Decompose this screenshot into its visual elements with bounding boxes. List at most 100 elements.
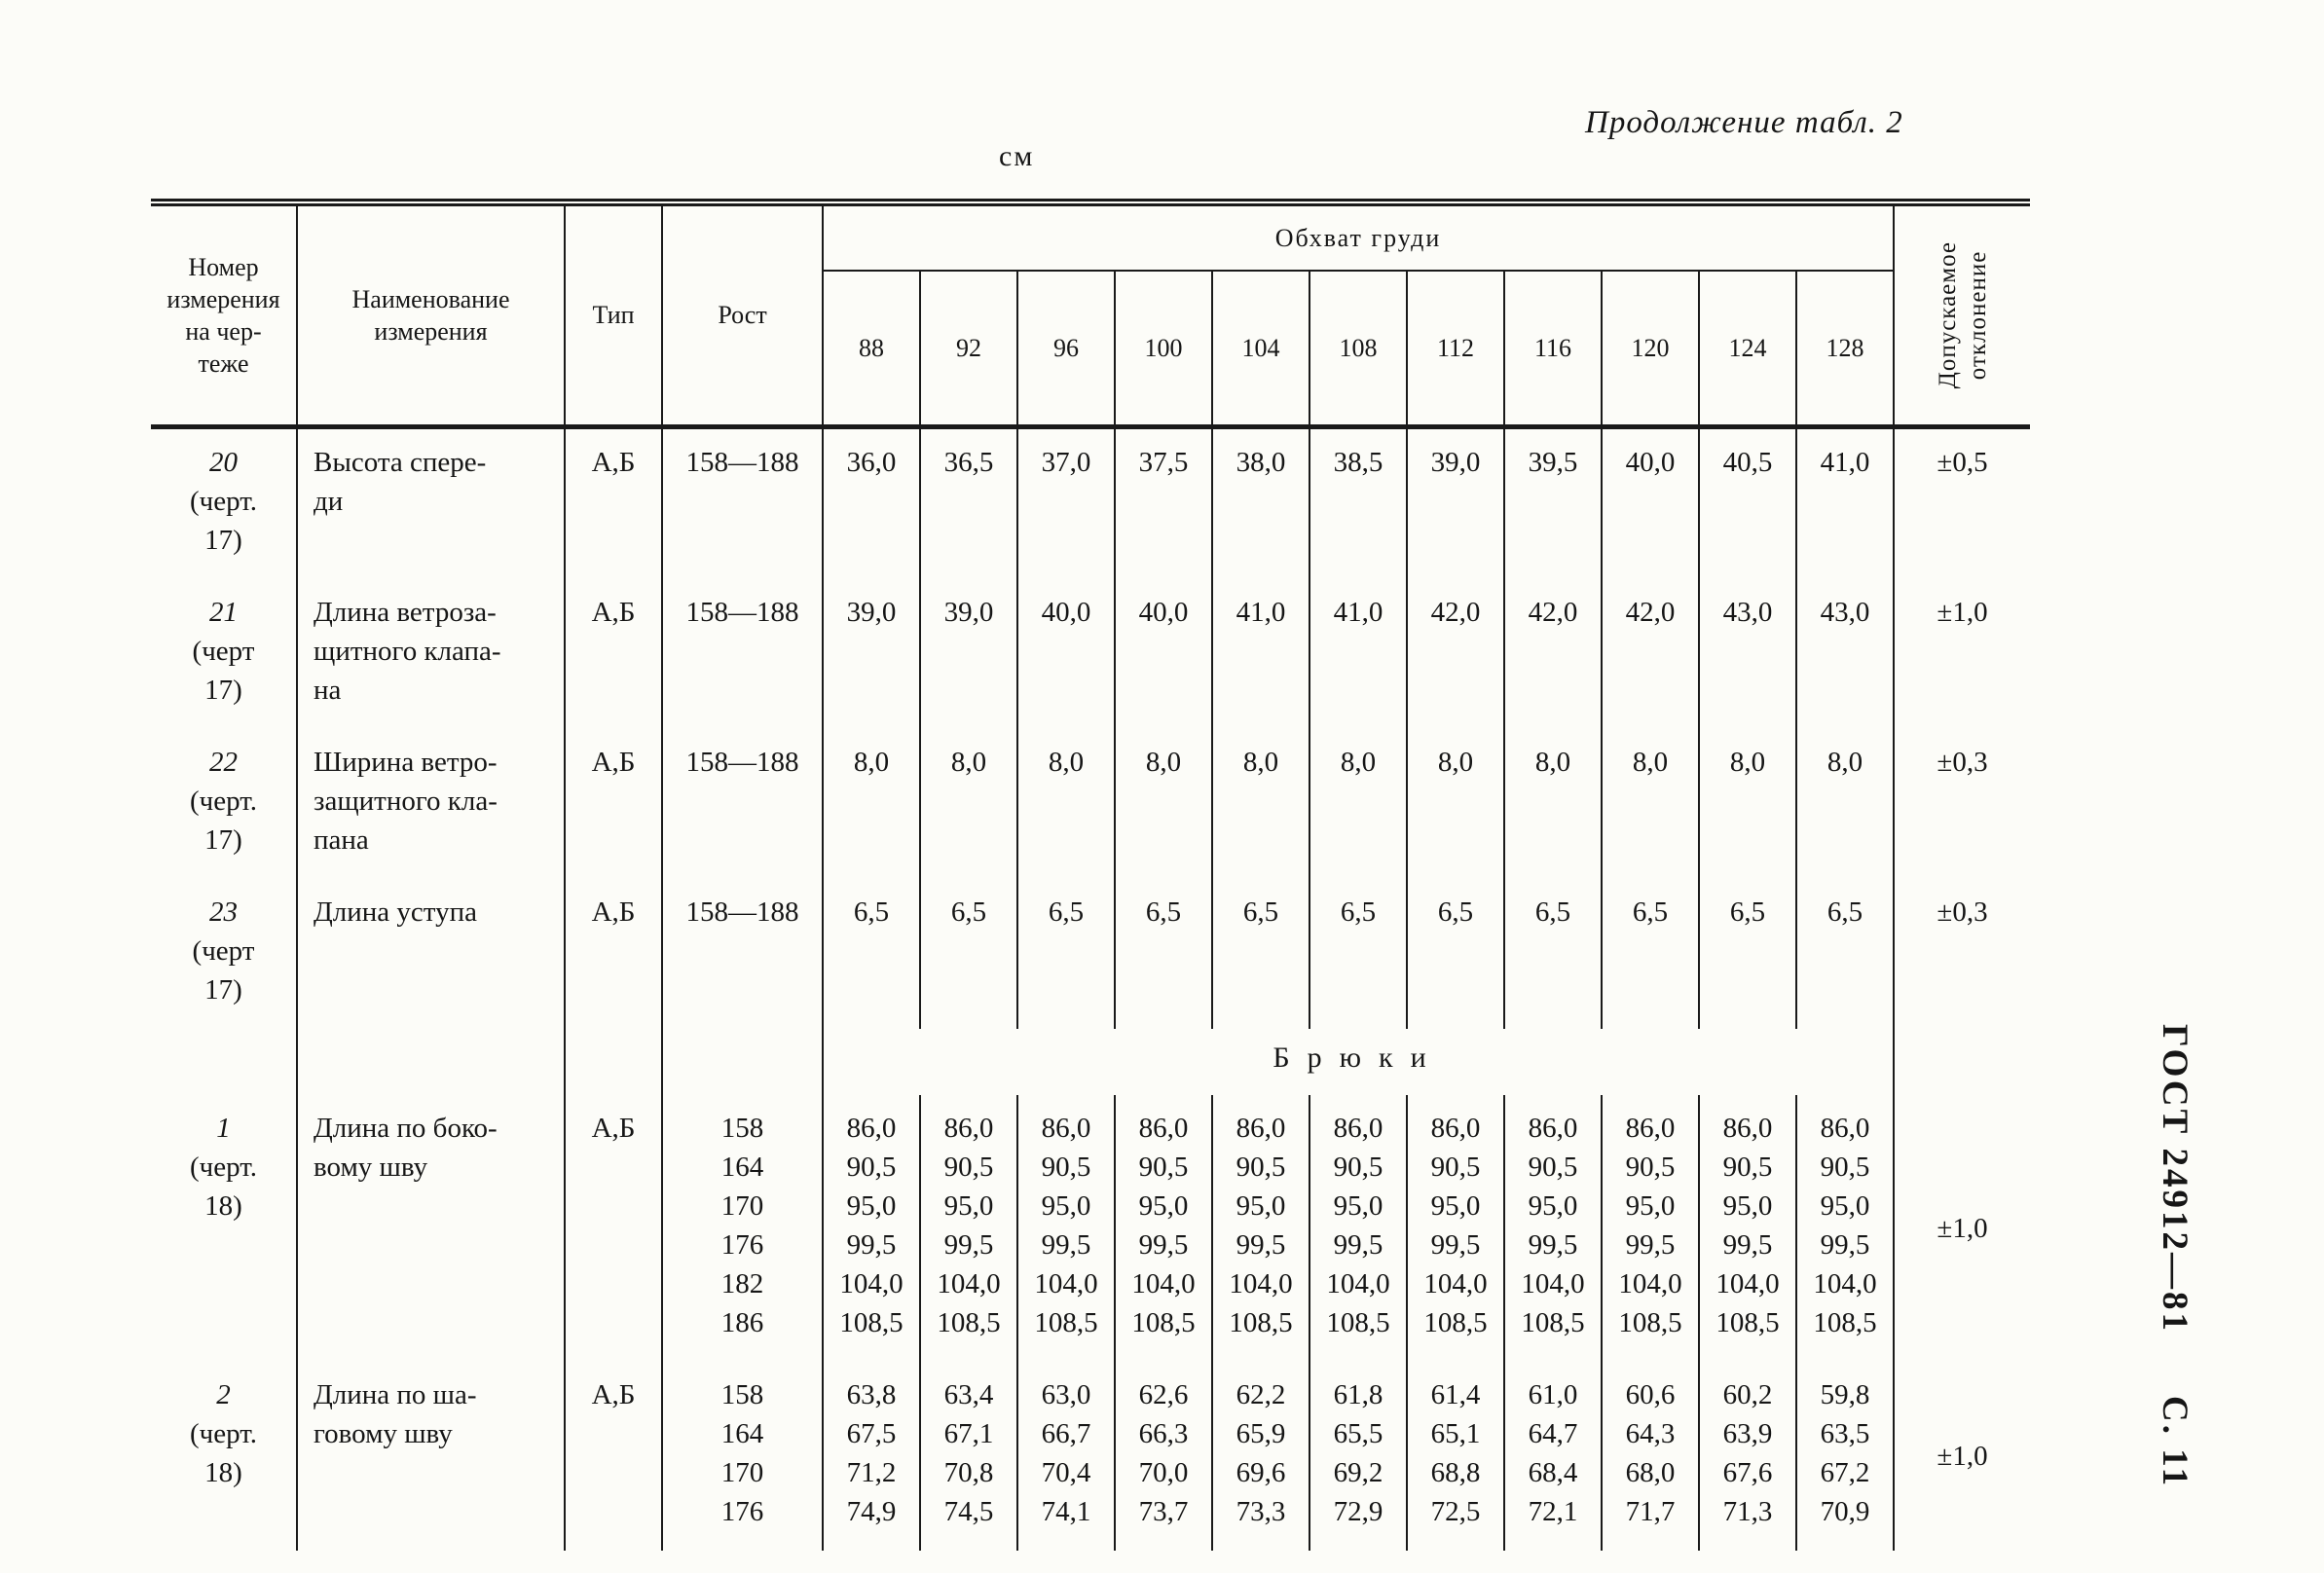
value-cell: 42,0: [1503, 578, 1602, 729]
value-cell: 8,0: [1698, 728, 1796, 879]
type-cell: А,Б: [564, 878, 662, 1029]
value-cell: 8,0: [1406, 728, 1504, 879]
empty-cell: [1893, 1028, 2030, 1095]
value-cell: 36,0: [822, 426, 920, 579]
col-header-chest-group: Обхват груди: [822, 202, 1894, 272]
empty-cell: [661, 1028, 823, 1095]
value-cell: 36,5: [919, 426, 1017, 579]
value-cell: 6,5: [919, 878, 1017, 1029]
value-cell: 8,0: [1795, 728, 1894, 879]
value-cell: 8,0: [1016, 728, 1115, 879]
value-cell: 6,5: [1406, 878, 1504, 1029]
value-cell: 37,5: [1114, 426, 1212, 579]
col-header-size-96: 96: [1016, 271, 1115, 426]
value-cell: 43,0: [1698, 578, 1796, 729]
measure-number-cell: 20 (черт. 17): [151, 426, 297, 579]
empty-cell: [296, 1028, 565, 1095]
measure-number-ref: 17): [204, 823, 242, 856]
value-cell: 6,5: [1114, 878, 1212, 1029]
col-header-size-116: 116: [1503, 271, 1602, 426]
table-row: 1 (черт. 18) Длина по боко- вому шву А,Б 158 …: [151, 1094, 2030, 1362]
value-cell: 42,0: [1406, 578, 1504, 729]
empty-cell: [564, 1028, 662, 1095]
col-header-size-88: 88: [822, 271, 920, 426]
measurements-table-wrap: Номер измерения на чер- теже Наименовани…: [151, 199, 2030, 1551]
deviation-cell: ±1,0: [1893, 1361, 2030, 1551]
value-cell: 6,5: [1698, 878, 1796, 1029]
value-cell: 8,0: [1211, 728, 1310, 879]
value-cell: 86,0 90,5 95,0 99,5 104,0 108,5: [1309, 1094, 1407, 1362]
rost-cell: 158 164 170 176: [661, 1361, 823, 1551]
value-cell: 61,0 64,7 68,4 72,1: [1503, 1361, 1602, 1551]
value-cell: 86,0 90,5 95,0 99,5 104,0 108,5: [1114, 1094, 1212, 1362]
table-row: 23 (черт 17) Длина уступа А,Б 158—188 6,5 6,5 6,…: [151, 878, 2030, 1029]
value-cell: 8,0: [1601, 728, 1699, 879]
measure-number-cell: 1 (черт. 18): [151, 1095, 297, 1362]
value-cell: 62,2 65,9 69,6 73,3: [1211, 1361, 1310, 1551]
deviation-cell: ±0,5: [1893, 426, 2030, 579]
section-label: Брюки: [822, 1028, 1894, 1095]
deviation-header-rotated-text: Допускаемое отклонение: [1934, 241, 1991, 389]
value-cell: 6,5: [1016, 878, 1115, 1029]
value-cell: 6,5: [822, 878, 920, 1029]
col-header-size-100: 100: [1114, 271, 1212, 426]
value-cell: 86,0 90,5 95,0 99,5 104,0 108,5: [1503, 1094, 1602, 1362]
measure-number-ref: (черт.: [190, 1151, 257, 1183]
value-cell: 8,0: [1503, 728, 1602, 879]
value-cell: 86,0 90,5 95,0 99,5 104,0 108,5: [1211, 1094, 1310, 1362]
measure-number-cell: 2 (черт. 18): [151, 1362, 297, 1551]
value-cell: 40,5: [1698, 426, 1796, 579]
gost-standard-label: ГОСТ 24912—81 С. 11: [2154, 1024, 2195, 1488]
measure-number-ref: (черт: [192, 934, 255, 967]
value-cell: 6,5: [1601, 878, 1699, 1029]
type-cell: А,Б: [564, 426, 662, 579]
measure-number-ref: 18): [204, 1456, 242, 1488]
value-cell: 59,8 63,5 67,2 70,9: [1795, 1361, 1894, 1551]
table-continuation-note: Продолжение табл. 2: [1585, 105, 1903, 140]
type-cell: А,Б: [564, 728, 662, 879]
value-cell: 40,0: [1114, 578, 1212, 729]
measure-name-cell: Длина уступа: [296, 878, 565, 1029]
value-cell: 6,5: [1309, 878, 1407, 1029]
col-header-measure-number: Номер измерения на чер- теже: [166, 252, 280, 378]
deviation-cell: ±1,0: [1893, 1094, 2030, 1362]
value-cell: 86,0 90,5 95,0 99,5 104,0 108,5: [1406, 1094, 1504, 1362]
col-header-size-128: 128: [1795, 271, 1894, 426]
value-cell: 39,0: [1406, 426, 1504, 579]
measure-number: 2: [216, 1378, 231, 1410]
measure-number-ref: (черт.: [190, 1417, 257, 1449]
measure-number-ref: (черт: [192, 635, 255, 667]
table-row: 20 (черт. 17) Высота спере- ди А,Б 158—188 36,…: [151, 426, 2030, 579]
col-header-size-108: 108: [1309, 271, 1407, 426]
measure-number-cell: 23 (черт 17): [151, 879, 297, 1029]
measure-name-cell: Длина ветроза- щитного клапа- на: [296, 578, 565, 729]
rost-cell: 158—188: [661, 728, 823, 879]
units-label: см: [999, 140, 1035, 172]
value-cell: 8,0: [1309, 728, 1407, 879]
rost-cell: 158—188: [661, 426, 823, 579]
value-cell: 37,0: [1016, 426, 1115, 579]
value-cell: 6,5: [1795, 878, 1894, 1029]
measure-name-cell: Высота спере- ди: [296, 426, 565, 579]
measure-name-cell: Длина по боко- вому шву: [296, 1094, 565, 1362]
value-cell: 41,0: [1211, 578, 1310, 729]
col-header-measure-name: Наименование измерения: [296, 202, 565, 426]
value-cell: 38,0: [1211, 426, 1310, 579]
value-cell: 61,8 65,5 69,2 72,9: [1309, 1361, 1407, 1551]
value-cell: 86,0 90,5 95,0 99,5 104,0 108,5: [1601, 1094, 1699, 1362]
value-cell: 43,0: [1795, 578, 1894, 729]
gost-number: ГОСТ 24912—81: [2155, 1024, 2195, 1334]
measure-number: 20: [209, 446, 238, 478]
value-cell: 39,0: [822, 578, 920, 729]
measure-number-cell: 21 (черт 17): [151, 579, 297, 729]
measure-number: 22: [209, 746, 238, 778]
table-row: 21 (черт 17) Длина ветроза- щитного клапа- …: [151, 578, 2030, 729]
measure-number-ref: (черт.: [190, 485, 257, 517]
table-row: 2 (черт. 18) Длина по ша- говому шву А,Б 158 …: [151, 1361, 2030, 1551]
measure-number-ref: 17): [204, 973, 242, 1006]
col-header-size-92: 92: [919, 271, 1017, 426]
rost-cell: 158—188: [661, 878, 823, 1029]
deviation-cell: ±0,3: [1893, 878, 2030, 1029]
rost-cell: 158—188: [661, 578, 823, 729]
section-row: Брюки: [151, 1028, 2030, 1095]
